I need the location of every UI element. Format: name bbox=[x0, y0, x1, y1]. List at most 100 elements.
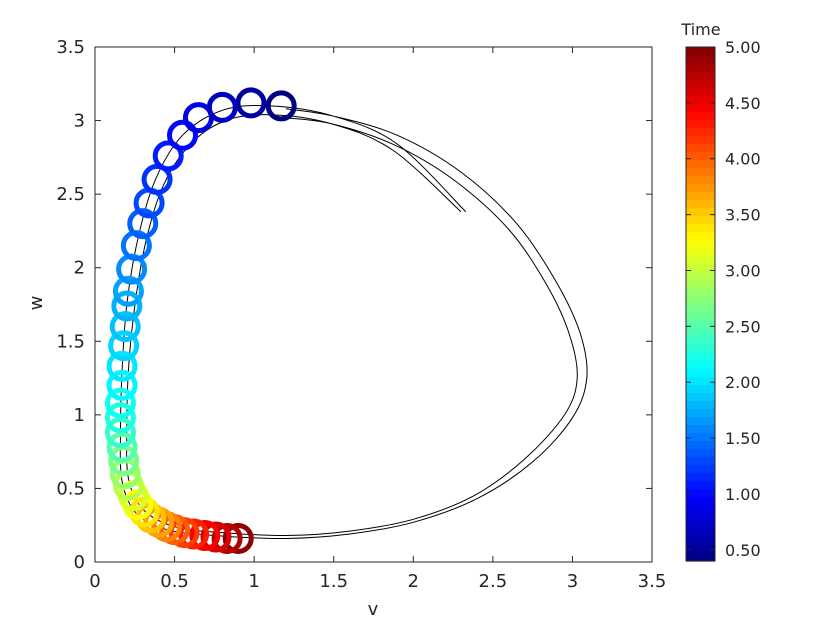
time-marker bbox=[104, 387, 136, 419]
colorbar-tick-label: 2.00 bbox=[725, 373, 761, 392]
colorbar-segment bbox=[686, 191, 715, 201]
colorbar-segment bbox=[686, 512, 715, 522]
colorbar-segment bbox=[686, 175, 715, 185]
y-tick-label: 1.5 bbox=[56, 331, 85, 352]
time-marker bbox=[127, 208, 159, 240]
colorbar-tick-label: 4.00 bbox=[725, 150, 761, 169]
colorbar-segment bbox=[686, 424, 715, 434]
colorbar-segment bbox=[686, 247, 715, 257]
colorbar-segment bbox=[686, 55, 715, 64]
time-marker bbox=[167, 119, 199, 151]
colorbar-segment bbox=[686, 352, 715, 361]
colorbar: 0.50 1.00 1.50 2.00 2.50 3.00 3.50 4.00 4.50 5.00 bbox=[685, 38, 761, 562]
time-marker bbox=[106, 431, 138, 463]
colorbar-segment bbox=[686, 376, 715, 385]
x-tick-label: 0 bbox=[89, 571, 100, 592]
colorbar-segment bbox=[686, 87, 715, 96]
colorbar-segment bbox=[686, 328, 715, 337]
colorbar-segment bbox=[686, 336, 715, 345]
colorbar-frame bbox=[685, 46, 716, 562]
time-marker bbox=[200, 521, 232, 553]
colorbar-segment bbox=[686, 408, 715, 418]
colorbar-segment bbox=[686, 344, 715, 353]
colorbar-segment bbox=[686, 520, 715, 530]
colorbar-segment bbox=[686, 360, 715, 369]
time-marker bbox=[111, 290, 143, 322]
x-tick-label: 3 bbox=[567, 571, 578, 592]
colorbar-segment bbox=[686, 279, 715, 289]
time-marker bbox=[265, 90, 297, 122]
colorbar-segment bbox=[686, 119, 715, 128]
colorbar-tick-label: 3.00 bbox=[725, 261, 761, 280]
colorbar-segment bbox=[686, 255, 715, 265]
colorbar-segment bbox=[686, 384, 715, 393]
time-marker bbox=[104, 417, 136, 449]
colorbar-segment bbox=[686, 135, 715, 144]
colorbar-segment bbox=[686, 111, 715, 120]
colorbar-segment bbox=[686, 440, 715, 450]
plot-area: 0 0.5 1 1.5 2 2.5 3 3.5 0 0.5 1 1.5 2 2.5 3 3.5 bbox=[56, 37, 666, 592]
colorbar-segment bbox=[686, 183, 715, 193]
x-tick-label: 2.5 bbox=[479, 571, 508, 592]
colorbar-segment bbox=[686, 392, 715, 401]
colorbar-segment bbox=[686, 79, 715, 88]
time-marker bbox=[106, 369, 138, 401]
y-axis-label: w bbox=[26, 296, 47, 311]
y-tick-label: 3.5 bbox=[56, 37, 85, 58]
colorbar-tick-label: 3.50 bbox=[725, 206, 761, 225]
colorbar-tick-label: 0.50 bbox=[725, 541, 761, 560]
y-tick-label: 0.5 bbox=[56, 478, 85, 499]
colorbar-segment bbox=[686, 456, 715, 466]
axes-background bbox=[95, 47, 652, 562]
time-marker bbox=[106, 350, 138, 382]
colorbar-segment bbox=[686, 312, 715, 321]
y-tick-label: 0 bbox=[74, 552, 85, 573]
time-marker bbox=[206, 91, 238, 123]
x-tick-label: 1.5 bbox=[319, 571, 348, 592]
colorbar-segment bbox=[686, 223, 715, 233]
x-tick-label: 1 bbox=[248, 571, 259, 592]
colorbar-segment bbox=[686, 231, 715, 241]
colorbar-tick-label: 1.00 bbox=[725, 485, 761, 504]
colorbar-segment bbox=[686, 536, 715, 546]
colorbar-segment bbox=[686, 159, 715, 169]
y-tick-label: 1 bbox=[74, 405, 85, 426]
colorbar-segment bbox=[686, 472, 715, 482]
colorbar-segment bbox=[686, 432, 715, 442]
colorbar-segment bbox=[686, 271, 715, 281]
y-tick-label: 3 bbox=[74, 111, 85, 132]
time-marker bbox=[112, 275, 144, 307]
colorbar-segment bbox=[686, 215, 715, 225]
y-tick-label: 2 bbox=[74, 258, 85, 279]
colorbar-segment bbox=[686, 304, 715, 313]
time-marker bbox=[222, 522, 254, 554]
time-marker bbox=[104, 402, 136, 434]
colorbar-segment bbox=[686, 400, 715, 410]
time-marker bbox=[211, 522, 243, 554]
axes-box bbox=[94, 46, 653, 563]
colorbar-segment bbox=[686, 416, 715, 426]
time-marker bbox=[235, 87, 267, 119]
colorbar-segment bbox=[686, 71, 715, 80]
colorbar-segment bbox=[686, 143, 715, 153]
x-tick-label: 0.5 bbox=[160, 571, 189, 592]
colorbar-segment bbox=[686, 480, 715, 490]
colorbar-segment bbox=[686, 239, 715, 249]
colorbar-tick-label: 1.50 bbox=[725, 429, 761, 448]
colorbar-tick-label: 2.50 bbox=[725, 317, 761, 336]
time-marker bbox=[152, 140, 184, 172]
colorbar-segment bbox=[686, 207, 715, 217]
colorbar-segment bbox=[686, 544, 715, 554]
colorbar-segment bbox=[686, 368, 715, 377]
colorbar-segment bbox=[686, 320, 715, 329]
colorbar-segment bbox=[686, 199, 715, 209]
colorbar-segment bbox=[686, 504, 715, 514]
colorbar-segment bbox=[686, 552, 715, 562]
colorbar-segment bbox=[686, 464, 715, 474]
colorbar-segment bbox=[686, 167, 715, 177]
time-marker bbox=[189, 520, 221, 552]
colorbar-segment bbox=[686, 528, 715, 538]
colorbar-segment bbox=[686, 95, 715, 104]
colorbar-tick-label: 5.00 bbox=[725, 38, 761, 57]
colorbar-segment bbox=[686, 47, 715, 56]
